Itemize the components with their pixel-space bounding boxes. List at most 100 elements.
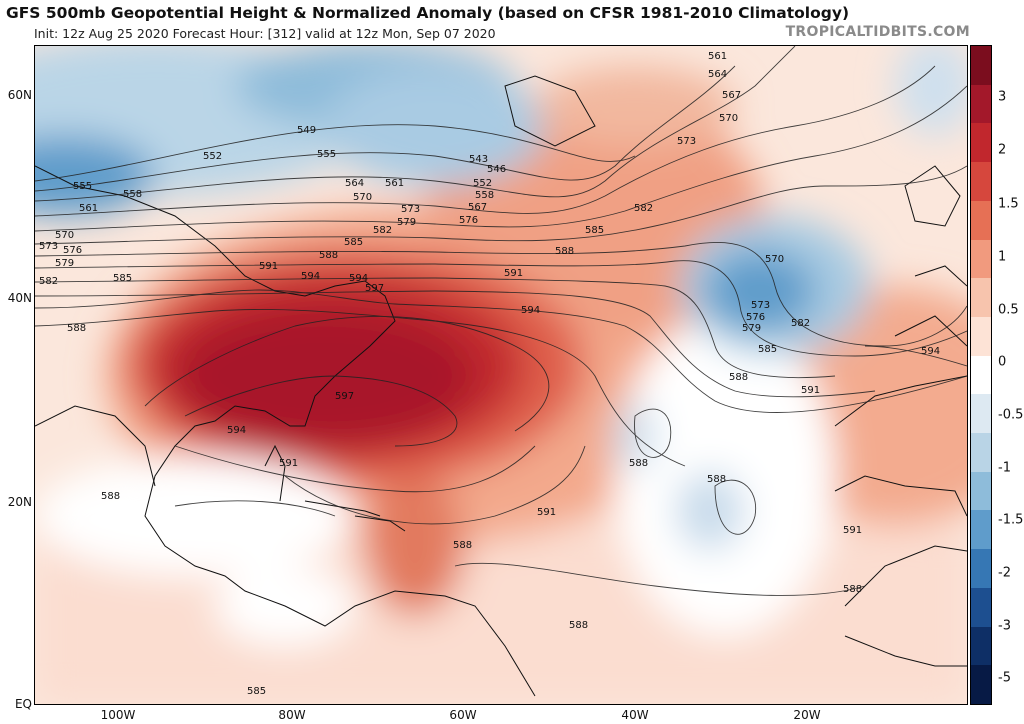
lat-label-20n: 20N — [7, 495, 32, 509]
colorbar-swatch — [971, 665, 991, 704]
map-panel: 549 552 555 555 558 561 561 564 567 570 … — [34, 45, 968, 705]
contour-label: 588 — [843, 584, 862, 595]
contour-label: 579 — [742, 323, 761, 334]
lon-label-20w: 20W — [793, 708, 821, 722]
contour-label: 588 — [67, 323, 86, 334]
contour-label: 561 — [79, 203, 98, 214]
contour-label: 594 — [227, 425, 246, 436]
chart-subtitle: Init: 12z Aug 25 2020 Forecast Hour: [31… — [34, 26, 496, 41]
contour-label: 588 — [629, 458, 648, 469]
contour-label: 594 — [349, 273, 368, 284]
colorbar-label: 0 — [998, 354, 1007, 370]
lon-label-100w: 100W — [100, 708, 136, 722]
contour-label: 561 — [385, 178, 404, 189]
colorbar-label: 1.5 — [998, 196, 1019, 212]
contour-label: 585 — [585, 225, 604, 236]
contour-label: 552 — [203, 151, 222, 162]
contour-label: 594 — [301, 271, 320, 282]
contour-label: 588 — [729, 372, 748, 383]
colorbar-label: 0.5 — [998, 302, 1019, 318]
colorbar-swatch — [971, 471, 991, 511]
contour-label: 585 — [113, 273, 132, 284]
contour-label: 570 — [353, 192, 372, 203]
contour-label: 582 — [39, 276, 58, 287]
colorbar-swatch — [971, 316, 991, 356]
colorbar-swatch — [971, 123, 991, 163]
contour-label: 564 — [708, 69, 727, 80]
lon-label-40w: 40W — [621, 708, 649, 722]
contour-label: 570 — [719, 113, 738, 124]
height-contours — [35, 46, 967, 596]
lon-label-80w: 80W — [278, 708, 306, 722]
contour-label: 588 — [101, 491, 120, 502]
contour-label: 579 — [397, 217, 416, 228]
colorbar-label: -1.5 — [998, 512, 1024, 528]
colorbar-swatch — [971, 587, 991, 627]
colorbar-swatch — [971, 84, 991, 124]
contour-label: 573 — [751, 300, 770, 311]
contour-label: 546 — [487, 164, 506, 175]
contour-label: 558 — [475, 190, 494, 201]
colorbar — [970, 45, 992, 705]
colorbar-label: -2 — [998, 565, 1011, 581]
colorbar-label: 1 — [998, 249, 1007, 265]
contour-label: 588 — [555, 246, 574, 257]
brand-watermark[interactable]: TROPICALTIDBITS.COM — [785, 24, 970, 40]
contour-label: 555 — [73, 181, 92, 192]
contour-label: 582 — [791, 318, 810, 329]
colorbar-label: -0.5 — [998, 407, 1024, 423]
contour-label: 579 — [55, 258, 74, 269]
colorbar-label: 2 — [998, 142, 1007, 158]
contour-label: 582 — [634, 203, 653, 214]
contour-label-group: 549 552 555 555 558 561 561 564 567 570 … — [39, 51, 940, 697]
colorbar-label: 3 — [998, 89, 1007, 105]
contour-label: 582 — [373, 225, 392, 236]
contour-label: 573 — [677, 136, 696, 147]
chart-title: GFS 500mb Geopotential Height & Normaliz… — [6, 4, 850, 22]
contour-label: 573 — [39, 241, 58, 252]
contour-label: 558 — [123, 189, 142, 200]
colorbar-swatch — [971, 510, 991, 550]
colorbar-label: -5 — [998, 670, 1011, 686]
contour-label: 591 — [504, 268, 523, 279]
contour-label: 555 — [317, 149, 336, 160]
contour-label: 564 — [345, 178, 364, 189]
colorbar-swatch — [971, 549, 991, 588]
contour-label: 588 — [707, 474, 726, 485]
colorbar-swatch — [971, 626, 991, 666]
colorbar-swatch — [971, 200, 991, 240]
colorbar-swatch — [971, 394, 991, 434]
contour-label: 585 — [758, 344, 777, 355]
contour-label: 576 — [459, 215, 478, 226]
contour-label: 591 — [279, 458, 298, 469]
contour-label: 552 — [473, 178, 492, 189]
contour-label: 597 — [335, 391, 354, 402]
contour-label: 588 — [453, 540, 472, 551]
contour-label: 543 — [469, 154, 488, 165]
contour-label: 567 — [722, 90, 741, 101]
contour-label: 591 — [259, 261, 278, 272]
contour-label: 549 — [297, 125, 316, 136]
contour-label: 573 — [401, 204, 420, 215]
contour-label: 591 — [843, 525, 862, 536]
contour-label: 588 — [319, 250, 338, 261]
colorbar-swatch — [971, 46, 991, 85]
colorbar-label: -3 — [998, 618, 1011, 634]
anomaly-map: 549 552 555 555 558 561 561 564 567 570 … — [35, 46, 967, 704]
contour-label: 597 — [365, 283, 384, 294]
contour-label: 588 — [569, 620, 588, 631]
contour-label: 591 — [537, 507, 556, 518]
contour-label: 576 — [63, 245, 82, 256]
contour-label: 570 — [765, 254, 784, 265]
contour-label: 585 — [344, 237, 363, 248]
contour-label: 594 — [921, 346, 940, 357]
lat-label-40n: 40N — [7, 291, 32, 305]
anomaly-field — [35, 46, 967, 704]
contour-label: 591 — [801, 385, 820, 396]
contour-label: 567 — [468, 202, 487, 213]
lat-label-eq: EQ — [14, 697, 32, 711]
contour-label: 561 — [708, 51, 727, 62]
colorbar-swatch — [971, 355, 991, 395]
contour-label: 570 — [55, 230, 74, 241]
colorbar-swatch — [971, 278, 991, 317]
